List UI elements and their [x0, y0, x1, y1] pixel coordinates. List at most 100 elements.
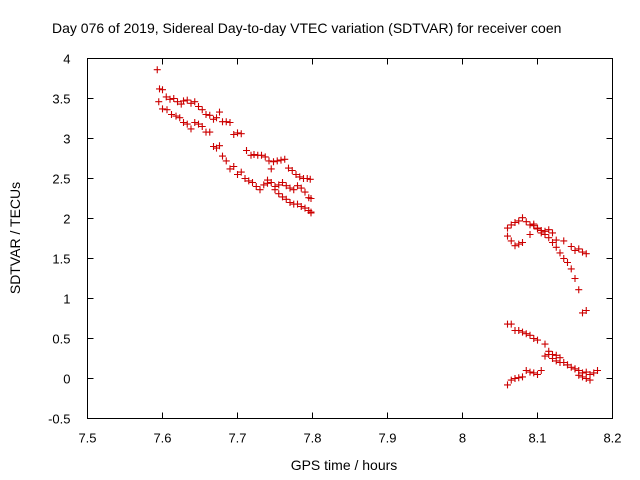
data-point	[530, 335, 538, 342]
x-axis-label: GPS time / hours	[291, 457, 398, 473]
data-point	[234, 171, 241, 178]
data-point	[195, 103, 202, 110]
data-point	[511, 219, 519, 226]
data-point	[545, 234, 553, 242]
data-point	[297, 184, 305, 192]
data-point	[564, 361, 571, 369]
data-point	[210, 143, 217, 150]
data-point	[534, 225, 541, 233]
data-point	[226, 119, 234, 126]
data-point	[202, 111, 210, 118]
data-point	[198, 123, 206, 130]
data-point	[210, 115, 217, 123]
data-point	[286, 184, 294, 192]
data-point	[234, 129, 241, 137]
data-point	[552, 243, 560, 251]
data-point	[256, 186, 264, 194]
data-point	[567, 363, 575, 371]
data-point	[252, 183, 260, 190]
data-point	[530, 369, 538, 377]
data-point	[260, 181, 268, 189]
data-point	[582, 368, 590, 376]
data-point	[519, 328, 526, 336]
data-point	[153, 66, 161, 74]
data-point	[507, 376, 515, 384]
data-point	[163, 106, 171, 114]
y-tick-label: 1	[63, 292, 70, 307]
data-point	[279, 179, 286, 186]
data-point	[247, 151, 255, 159]
data-point	[560, 255, 568, 262]
data-point	[552, 357, 560, 365]
data-point	[264, 179, 271, 187]
data-point	[567, 265, 575, 273]
data-point	[306, 175, 314, 183]
data-point	[549, 355, 556, 362]
data-point	[156, 85, 163, 93]
data-point	[515, 374, 523, 382]
data-point	[191, 98, 199, 106]
data-point	[537, 367, 545, 374]
data-point	[206, 111, 214, 119]
data-point	[237, 168, 245, 176]
data-point	[261, 153, 269, 161]
data-point	[159, 105, 166, 113]
data-point	[294, 200, 301, 208]
x-tick-label: 8.2	[603, 431, 621, 446]
data-point	[267, 165, 275, 173]
data-point	[174, 98, 181, 106]
data-point	[230, 131, 238, 138]
data-point	[219, 152, 226, 160]
data-point	[213, 114, 220, 122]
data-point	[594, 367, 601, 374]
data-point	[198, 106, 206, 114]
data-point	[522, 218, 530, 226]
data-point	[170, 95, 178, 102]
data-point	[166, 95, 174, 103]
y-tick-label: -0.5	[48, 412, 70, 427]
data-point	[511, 375, 519, 382]
data-point	[292, 171, 300, 178]
data-point	[571, 365, 579, 373]
y-tick-label: 4	[63, 52, 70, 67]
y-axis-label: SDTVAR / TECUs	[7, 182, 23, 294]
data-point	[556, 249, 564, 257]
data-point	[241, 175, 249, 182]
y-axis: -0.5 0 0.5 1 1.5 2 2.5 3 3.5 4	[48, 52, 613, 427]
data-point	[168, 111, 175, 118]
data-point	[275, 181, 283, 189]
data-point	[282, 195, 290, 203]
plot-frame	[87, 58, 613, 419]
x-axis: 7.5 7.6 7.7 7.8 7.9 8 8.1 8.2	[78, 58, 622, 446]
y-tick-label: 0.5	[52, 332, 70, 347]
data-point	[226, 165, 234, 173]
data-point	[290, 186, 298, 194]
data-point	[250, 151, 258, 158]
data-point	[556, 359, 564, 366]
data-point	[267, 179, 275, 186]
data-point	[162, 93, 170, 101]
data-point	[307, 209, 315, 217]
data-points	[153, 66, 601, 389]
data-point	[155, 98, 163, 106]
data-point	[567, 243, 575, 250]
data-point	[187, 99, 195, 107]
data-point	[575, 286, 583, 294]
data-point	[537, 229, 545, 237]
data-point	[180, 97, 187, 105]
data-point	[515, 240, 523, 248]
data-point	[159, 86, 166, 94]
x-tick-label: 7.9	[378, 431, 396, 446]
data-point	[286, 199, 294, 206]
data-point	[282, 182, 290, 190]
data-point	[534, 371, 541, 378]
data-point	[307, 195, 315, 202]
data-point	[552, 236, 560, 244]
data-point	[176, 114, 184, 122]
y-tick-label: 2.5	[52, 172, 70, 187]
y-tick-label: 1.5	[52, 252, 70, 267]
data-point	[258, 151, 265, 159]
data-point	[265, 157, 273, 165]
data-point	[183, 120, 191, 128]
